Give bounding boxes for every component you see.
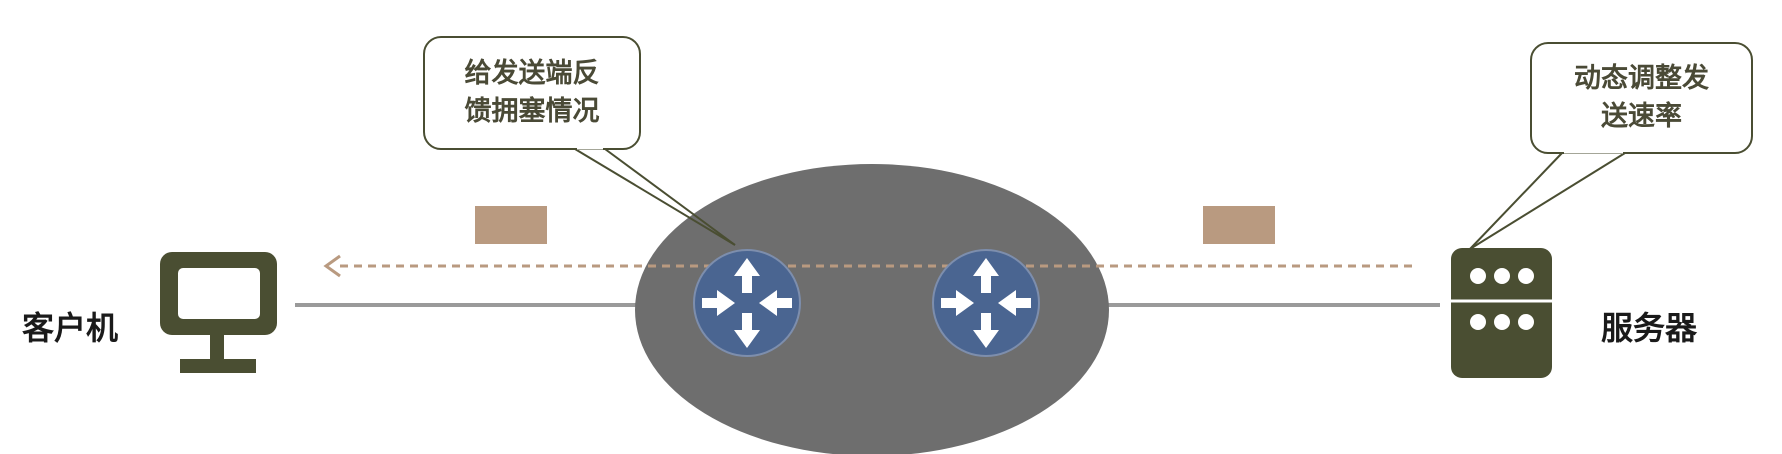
feedback-callout-text: 给发送端反 馈拥塞情况	[424, 55, 640, 131]
packet-right	[1203, 206, 1275, 244]
adjust-callout-text: 动态调整发 送速率	[1531, 60, 1752, 136]
network-cloud	[635, 164, 1109, 454]
packet-left	[475, 206, 547, 244]
feedback-callout-line1: 给发送端反	[464, 58, 600, 89]
server-icon	[1451, 248, 1552, 378]
adjust-callout-line2: 送速率	[1601, 101, 1682, 132]
feedback-callout-line2: 馈拥塞情况	[464, 96, 600, 127]
server-label: 服务器	[1601, 309, 1698, 347]
monitor-icon	[160, 252, 277, 373]
router-icon	[932, 249, 1040, 357]
router-icon	[693, 249, 801, 357]
client-label: 客户机	[22, 309, 119, 347]
feedback-arrowhead	[323, 254, 341, 278]
feedback-callout	[423, 36, 736, 246]
adjust-callout	[1469, 42, 1753, 250]
adjust-callout-line1: 动态调整发	[1574, 63, 1709, 94]
